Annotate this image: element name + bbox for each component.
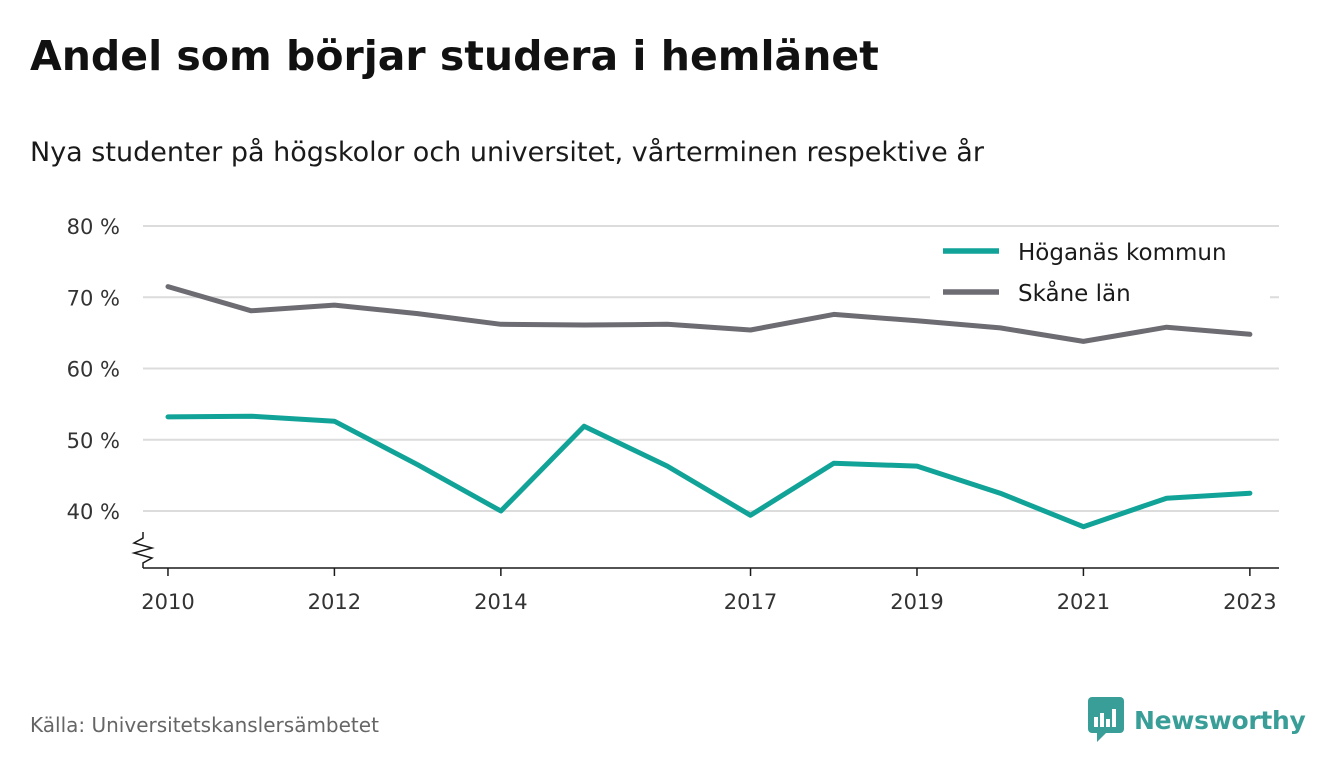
x-tick-label: 2021 — [1057, 590, 1110, 614]
y-axis-break — [131, 532, 155, 568]
gridlines: 40 % 50 % 60 % 70 % 80 % — [67, 215, 1279, 524]
series-line-hoganas — [165, 413, 1253, 530]
brand-logo: Newsworthy — [1088, 697, 1306, 743]
x-tick-label: 2019 — [890, 590, 943, 614]
y-tick-label: 50 % — [67, 429, 120, 453]
series — [165, 284, 1253, 530]
brand-name: Newsworthy — [1134, 705, 1306, 735]
y-tick-label: 60 % — [67, 358, 120, 382]
newsworthy-logo-icon — [1088, 697, 1124, 742]
axes: 2010 2012 2014 2017 2019 2021 2023 — [131, 532, 1279, 614]
x-tick-label: 2017 — [724, 590, 777, 614]
legend-label-hoganas: Höganäs kommun — [1018, 240, 1227, 266]
legend: Höganäs kommun Skåne län — [930, 232, 1270, 312]
series-line-skane — [165, 284, 1253, 344]
y-tick-label: 70 % — [67, 286, 120, 310]
chart-title: Andel som börjar studera i hemlänet — [30, 32, 879, 80]
source-note: Källa: Universitetskanslersämbetet — [30, 713, 379, 737]
line-chart: 40 %50 %60 %70 %80 % 2010 2012 2014 2017 201… — [67, 215, 1279, 614]
x-tick-label: 2014 — [474, 590, 527, 614]
legend-label-skane: Skåne län — [1018, 279, 1131, 307]
y-tick-label: 40 % — [67, 500, 120, 524]
legend-background — [930, 232, 1270, 312]
y-tick-label: 80 % — [67, 215, 120, 239]
chart-subtitle: Nya studenter på högskolor och universit… — [30, 137, 984, 168]
x-tick-label: 2012 — [308, 590, 361, 614]
x-tick-label: 2010 — [141, 590, 194, 614]
x-tick-label: 2023 — [1223, 590, 1276, 614]
